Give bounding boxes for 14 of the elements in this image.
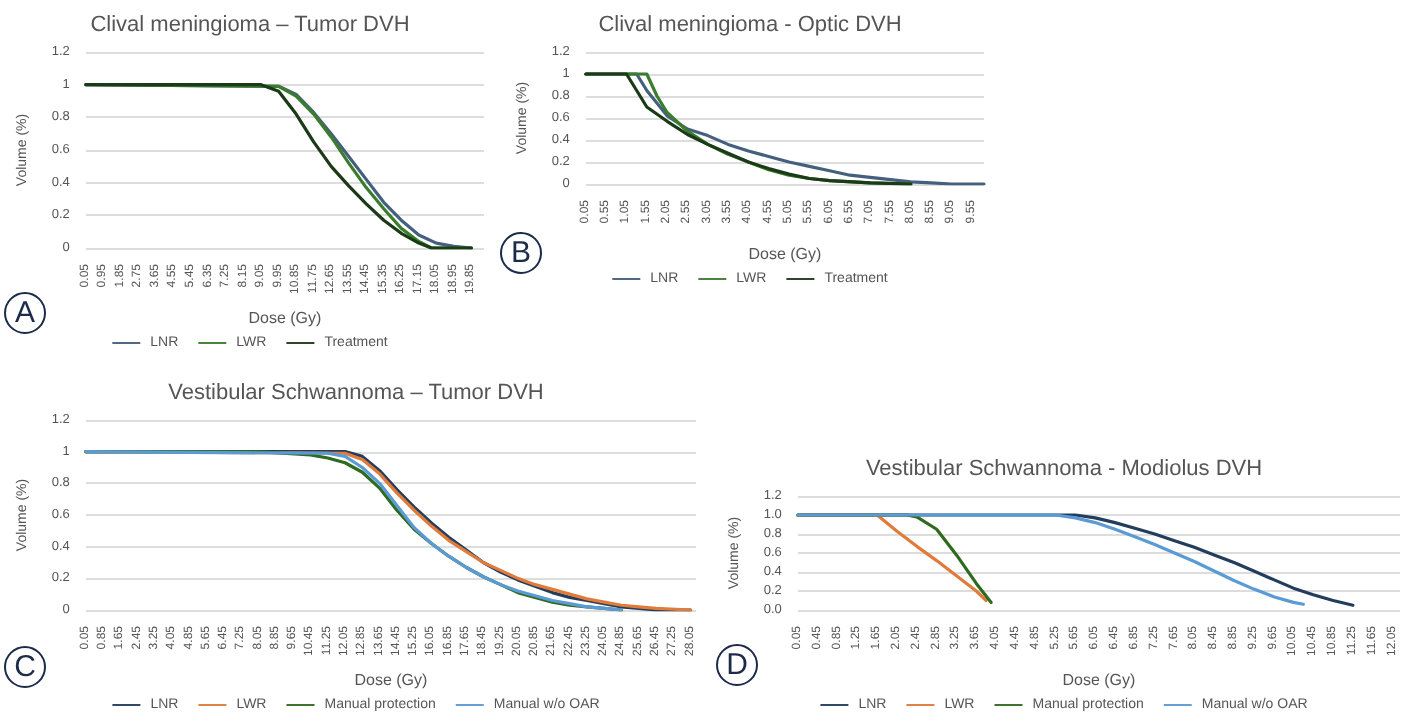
text: A xyxy=(4,292,46,334)
x-axis-title: Dose (Gy) xyxy=(748,245,823,263)
chart-title: Clival meningioma – Tumor DVH xyxy=(90,13,410,37)
text: C xyxy=(4,646,46,688)
text: D xyxy=(716,644,758,686)
line-series xyxy=(84,83,473,250)
chart-title: Vestibular Schwannoma – Tumor DVH xyxy=(168,381,544,405)
x-axis-title: Dose (Gy) xyxy=(248,309,323,327)
text: B xyxy=(500,232,542,274)
chart-title: Vestibular Schwannoma - Modiolus DVH xyxy=(865,457,1263,481)
x-axis-title: Dose (Gy) xyxy=(1062,671,1137,689)
chart-title: Clival meningioma - Optic DVH xyxy=(598,13,902,37)
line-series xyxy=(584,72,913,186)
x-axis-title: Dose (Gy) xyxy=(354,671,429,689)
